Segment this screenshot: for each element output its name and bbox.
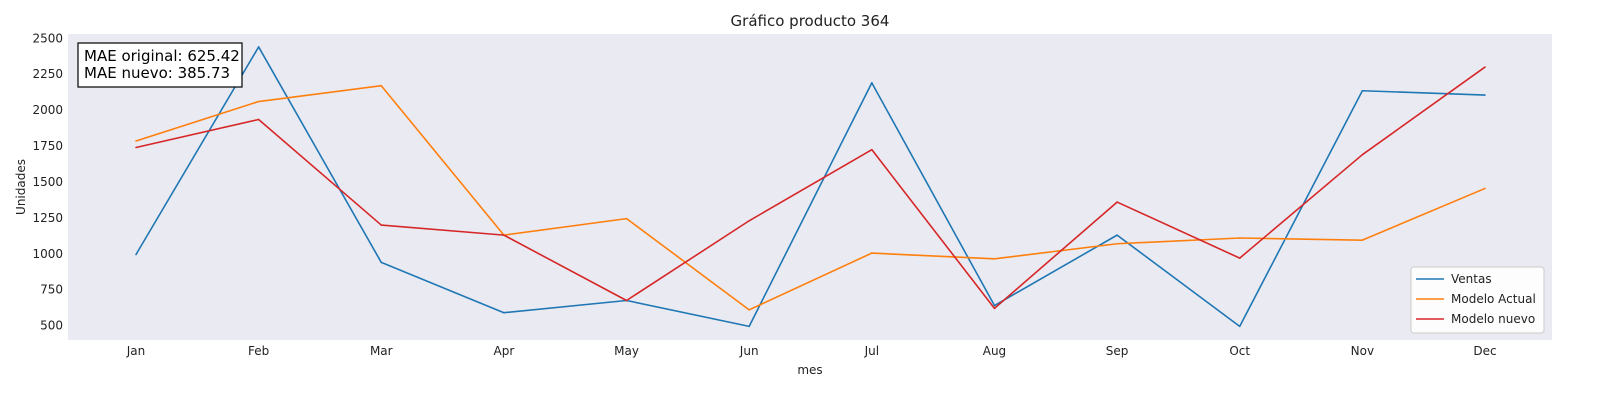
data-point: [993, 307, 996, 310]
plot-area: [68, 34, 1552, 340]
y-tick-label: 1250: [32, 211, 63, 225]
data-point: [871, 82, 873, 84]
data-point: [380, 84, 383, 87]
x-tick-label: Jul: [864, 344, 879, 358]
data-point: [993, 258, 996, 260]
data-point: [748, 309, 750, 311]
data-point: [1238, 325, 1241, 328]
data-point: [503, 311, 505, 314]
y-tick-label: 2250: [32, 67, 63, 81]
x-tick-label: Apr: [494, 344, 515, 358]
data-point: [1484, 94, 1486, 96]
legend-box: [1410, 266, 1545, 334]
annotation-mae-original: MAE original: 625.42: [84, 47, 240, 65]
data-point: [380, 261, 383, 264]
series-line-modelo-actual: [135, 84, 1486, 311]
x-tick-label: Dec: [1473, 344, 1496, 358]
data-point: [748, 325, 750, 328]
y-tick-label: 500: [40, 319, 63, 333]
x-tick-label: Sep: [1106, 344, 1129, 358]
data-point: [1116, 201, 1118, 203]
data-point: [1484, 66, 1486, 68]
data-point: [625, 299, 628, 302]
data-point: [257, 118, 260, 121]
data-point: [871, 148, 873, 151]
data-point: [1238, 257, 1241, 259]
data-point: [503, 234, 505, 236]
series-line-ventas: [135, 46, 1486, 328]
data-point: [1238, 237, 1241, 239]
data-point: [257, 100, 260, 103]
data-point: [1361, 89, 1364, 92]
data-point: [257, 46, 260, 48]
x-axis-label: mes: [797, 363, 822, 377]
y-tick-label: 2000: [32, 103, 63, 117]
series-line-modelo-nuevo: [135, 66, 1486, 310]
x-tick-label: Jan: [126, 344, 146, 358]
annotation-mae-nuevo: MAE nuevo: 385.73: [84, 64, 230, 82]
data-point: [135, 253, 137, 256]
y-axis-label: Unidades: [14, 159, 28, 215]
y-tick-label: 1000: [32, 247, 63, 261]
chart-title: Gráfico producto 364: [731, 12, 890, 30]
data-point: [625, 217, 628, 220]
x-tick-label: Oct: [1229, 344, 1250, 358]
x-tick-label: May: [614, 344, 639, 358]
data-point: [135, 140, 137, 142]
data-point: [871, 252, 873, 254]
legend-label: Ventas: [1451, 272, 1492, 286]
y-tick-label: 750: [40, 283, 63, 297]
x-tick-label: Nov: [1351, 344, 1374, 358]
data-point: [993, 304, 996, 307]
series-lines: [135, 46, 1486, 328]
data-point: [1361, 239, 1364, 241]
data-point: [380, 224, 383, 226]
legend: Ventas Modelo Actual Modelo nuevo: [1410, 266, 1545, 334]
legend-label: Modelo nuevo: [1451, 312, 1535, 326]
x-tick-label: Mar: [370, 344, 393, 358]
annotation-box: [77, 42, 243, 88]
data-point: [1484, 187, 1486, 190]
data-point: [748, 219, 750, 222]
y-axis-ticks: 500 750 1000 1250 1500 1750 2000 2250 2500: [32, 31, 63, 332]
y-tick-label: 1750: [32, 139, 63, 153]
data-point: [1116, 234, 1118, 236]
x-tick-label: Jun: [739, 344, 759, 358]
mae-annotation: MAE original: 625.42 MAE nuevo: 385.73: [77, 42, 243, 88]
x-axis-ticks: Jan Feb Mar Apr May Jun Jul Aug Sep Oct Nov Dec: [126, 344, 1497, 358]
y-tick-label: 1500: [32, 175, 63, 189]
data-point: [135, 146, 137, 149]
legend-label: Modelo Actual: [1451, 292, 1536, 306]
data-point: [1361, 153, 1364, 156]
x-tick-label: Aug: [983, 344, 1006, 358]
x-tick-label: Feb: [248, 344, 269, 358]
data-point: [1116, 242, 1118, 245]
y-tick-label: 2500: [32, 31, 63, 45]
